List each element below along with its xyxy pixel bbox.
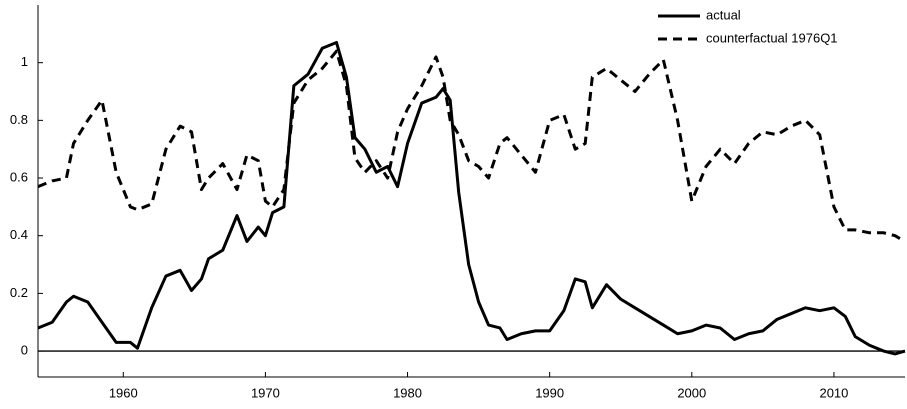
x-tick-label: 2000 bbox=[677, 385, 706, 400]
data-line bbox=[37, 40, 906, 356]
legend-label: actual bbox=[706, 7, 741, 22]
y-tick-label: 0 bbox=[21, 342, 28, 357]
x-tick-label: 2010 bbox=[819, 385, 848, 400]
x-tick-label: 1960 bbox=[109, 385, 138, 400]
y-tick-label: 0.2 bbox=[10, 285, 28, 300]
y-tick-label: 1 bbox=[21, 54, 28, 69]
y-tick-label: 0.8 bbox=[10, 112, 28, 127]
x-tick-label: 1970 bbox=[251, 385, 280, 400]
x-tick-label: 1980 bbox=[393, 385, 422, 400]
y-tick-label: 0.4 bbox=[10, 227, 28, 242]
data-line bbox=[37, 49, 906, 243]
y-tick-label: 0.6 bbox=[10, 169, 28, 184]
legend-label: counterfactual 1976Q1 bbox=[706, 30, 838, 45]
x-tick-label: 1990 bbox=[535, 385, 564, 400]
